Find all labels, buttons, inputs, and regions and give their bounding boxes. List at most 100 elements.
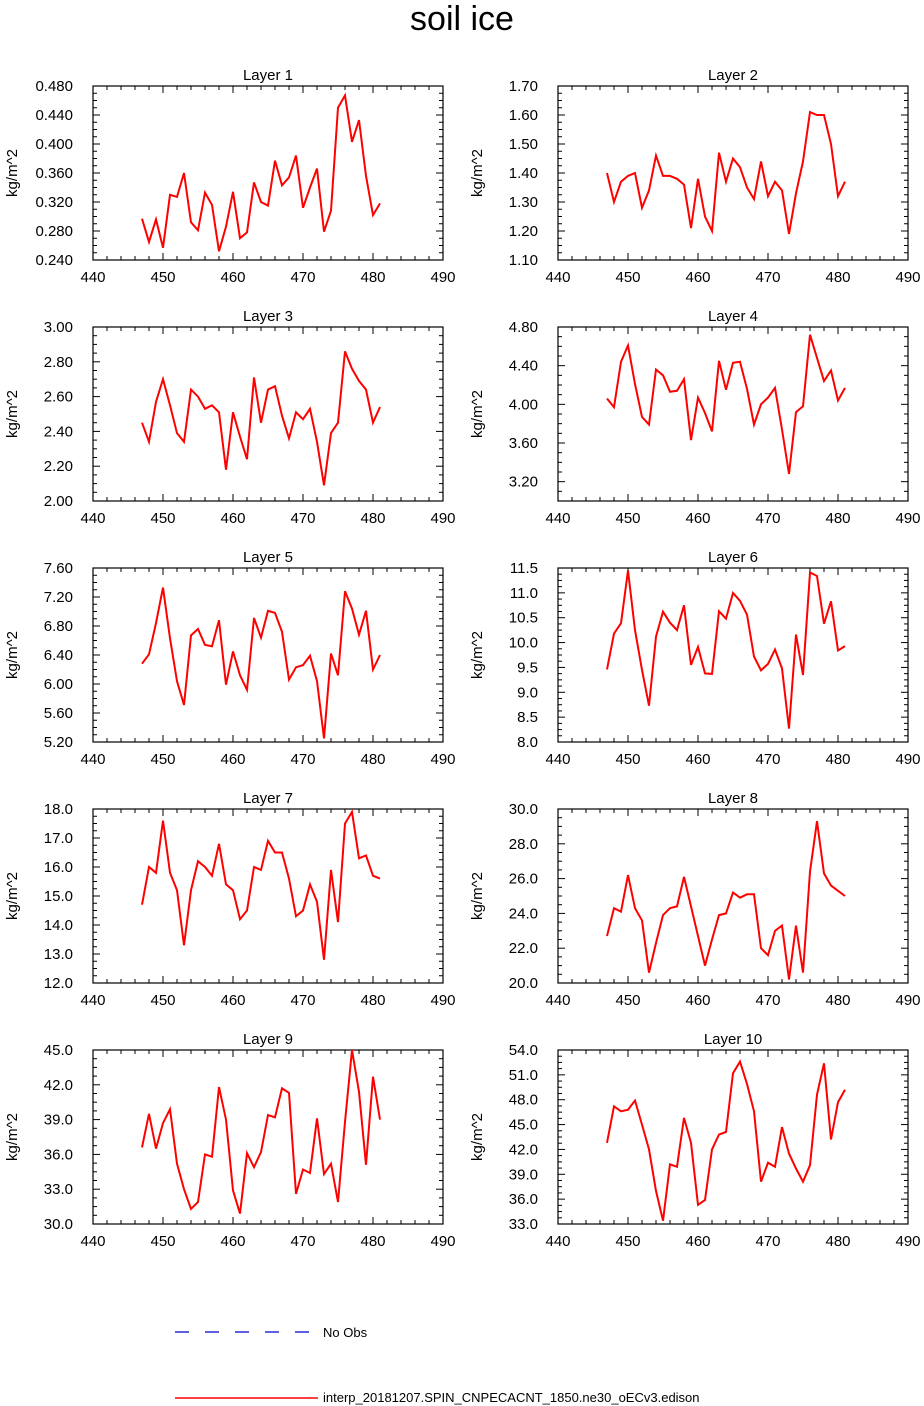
x-tick-label: 440 (545, 1233, 570, 1250)
series-line (606, 570, 846, 729)
x-tick-label: 480 (825, 269, 850, 286)
panel-layer-9: Layer 9 kg/m^2 440 450 460 470 480 490 30.0 33.0 3… (4, 1031, 456, 1250)
legend-model-label: interp_20181207.SPIN_CNPECACNT_1850.ne30… (323, 1390, 700, 1405)
x-tick-label: 450 (150, 1233, 175, 1250)
panel-title: Layer 8 (708, 790, 758, 807)
panel-layer-4: Layer 4 kg/m^2 440 450 460 470 480 490 3.20 3.60 4… (469, 308, 921, 527)
x-tick-label: 480 (360, 992, 385, 1009)
y-tick-label: 39.0 (509, 1166, 538, 1183)
x-tick-label: 470 (290, 510, 315, 527)
series-line (606, 1059, 846, 1221)
x-tick-label: 440 (545, 269, 570, 286)
x-tick-label: 480 (825, 992, 850, 1009)
y-tick-label: 1.70 (509, 78, 538, 95)
plot-frame (557, 808, 909, 984)
y-tick-label: 3.20 (509, 474, 538, 491)
panel-title: Layer 5 (243, 549, 293, 566)
y-tick-label: 0.480 (35, 78, 73, 95)
y-tick-label: 24.0 (509, 905, 538, 922)
y-tick-label: 3.60 (509, 435, 538, 452)
y-tick-label: 15.0 (44, 888, 73, 905)
panel-title: Layer 4 (708, 308, 758, 325)
y-tick-label: 7.60 (44, 560, 73, 577)
plot-frame (557, 326, 909, 502)
y-tick-label: 8.0 (517, 734, 538, 751)
x-tick-label: 450 (150, 510, 175, 527)
y-tick-label: 2.40 (44, 423, 73, 440)
y-tick-label: 26.0 (509, 871, 538, 888)
panel-title: Layer 1 (243, 67, 293, 84)
y-tick-label: 0.240 (35, 252, 73, 269)
y-tick-label: 9.5 (517, 659, 538, 676)
x-tick-label: 460 (685, 269, 710, 286)
x-tick-label: 490 (430, 751, 455, 768)
legend-obs-label: No Obs (323, 1325, 368, 1340)
x-tick-label: 440 (80, 1233, 105, 1250)
x-tick-label: 490 (430, 992, 455, 1009)
y-tick-label: 30.0 (509, 801, 538, 818)
y-tick-label: 36.0 (509, 1191, 538, 1208)
x-tick-label: 460 (220, 751, 245, 768)
x-tick-label: 450 (615, 751, 640, 768)
panel-layer-3: Layer 3 kg/m^2 440 450 460 470 480 490 2.00 2.20 2… (4, 308, 456, 527)
x-tick-label: 450 (150, 992, 175, 1009)
x-tick-label: 460 (685, 992, 710, 1009)
x-tick-label: 460 (220, 992, 245, 1009)
x-tick-label: 490 (895, 269, 920, 286)
legend: No Obs interp_20181207.SPIN_CNPECACNT_18… (175, 1325, 700, 1405)
x-tick-label: 460 (685, 510, 710, 527)
y-axis-label: kg/m^2 (4, 631, 21, 679)
panel-layer-8: Layer 8 kg/m^2 440 450 460 470 480 490 20.0 22.0 2… (469, 790, 921, 1009)
y-tick-label: 7.20 (44, 589, 73, 606)
y-tick-label: 1.20 (509, 223, 538, 240)
y-axis-label: kg/m^2 (469, 149, 486, 197)
panel-title: Layer 10 (704, 1031, 762, 1048)
x-tick-label: 440 (80, 510, 105, 527)
y-tick-label: 10.0 (509, 635, 538, 652)
y-tick-label: 0.320 (35, 194, 73, 211)
panel-layer-6: Layer 6 kg/m^2 440 450 460 470 480 490 8.0 8.5 9.0… (469, 549, 921, 768)
x-tick-label: 480 (360, 751, 385, 768)
y-tick-label: 16.0 (44, 859, 73, 876)
x-tick-label: 440 (80, 751, 105, 768)
panel-title: Layer 6 (708, 549, 758, 566)
x-tick-label: 470 (290, 1233, 315, 1250)
series-line (606, 821, 846, 980)
x-tick-label: 490 (895, 510, 920, 527)
x-tick-label: 450 (150, 751, 175, 768)
x-tick-label: 460 (220, 269, 245, 286)
y-tick-label: 0.360 (35, 165, 73, 182)
x-tick-label: 450 (615, 510, 640, 527)
x-tick-label: 440 (545, 510, 570, 527)
y-tick-label: 1.50 (509, 136, 538, 153)
x-tick-label: 440 (545, 992, 570, 1009)
y-tick-label: 9.0 (517, 684, 538, 701)
y-axis-label: kg/m^2 (4, 872, 21, 920)
x-tick-label: 440 (545, 751, 570, 768)
y-axis-label: kg/m^2 (4, 149, 21, 197)
y-tick-label: 5.20 (44, 734, 73, 751)
x-tick-label: 470 (290, 992, 315, 1009)
x-tick-label: 460 (685, 1233, 710, 1250)
y-tick-label: 13.0 (44, 946, 73, 963)
panel-layer-7: Layer 7 kg/m^2 440 450 460 470 480 490 12.0 13.0 1… (4, 790, 456, 1009)
figure-title: soil ice (410, 0, 514, 38)
x-tick-label: 490 (430, 1233, 455, 1250)
y-tick-label: 14.0 (44, 917, 73, 934)
panel-layer-10: Layer 10 kg/m^2 440 450 460 470 480 490 33.0 36.0… (469, 1031, 921, 1250)
x-tick-label: 460 (220, 510, 245, 527)
series-line (141, 351, 381, 486)
x-tick-label: 470 (755, 992, 780, 1009)
series-line (141, 1049, 381, 1214)
x-tick-label: 490 (430, 269, 455, 286)
x-tick-label: 450 (615, 269, 640, 286)
y-tick-label: 4.40 (509, 358, 538, 375)
y-tick-label: 1.30 (509, 194, 538, 211)
x-tick-label: 480 (360, 269, 385, 286)
y-tick-label: 0.400 (35, 136, 73, 153)
x-tick-label: 490 (430, 510, 455, 527)
y-tick-label: 0.280 (35, 223, 73, 240)
y-tick-label: 36.0 (44, 1146, 73, 1163)
y-axis-label: kg/m^2 (469, 390, 486, 438)
series-line (606, 110, 846, 235)
